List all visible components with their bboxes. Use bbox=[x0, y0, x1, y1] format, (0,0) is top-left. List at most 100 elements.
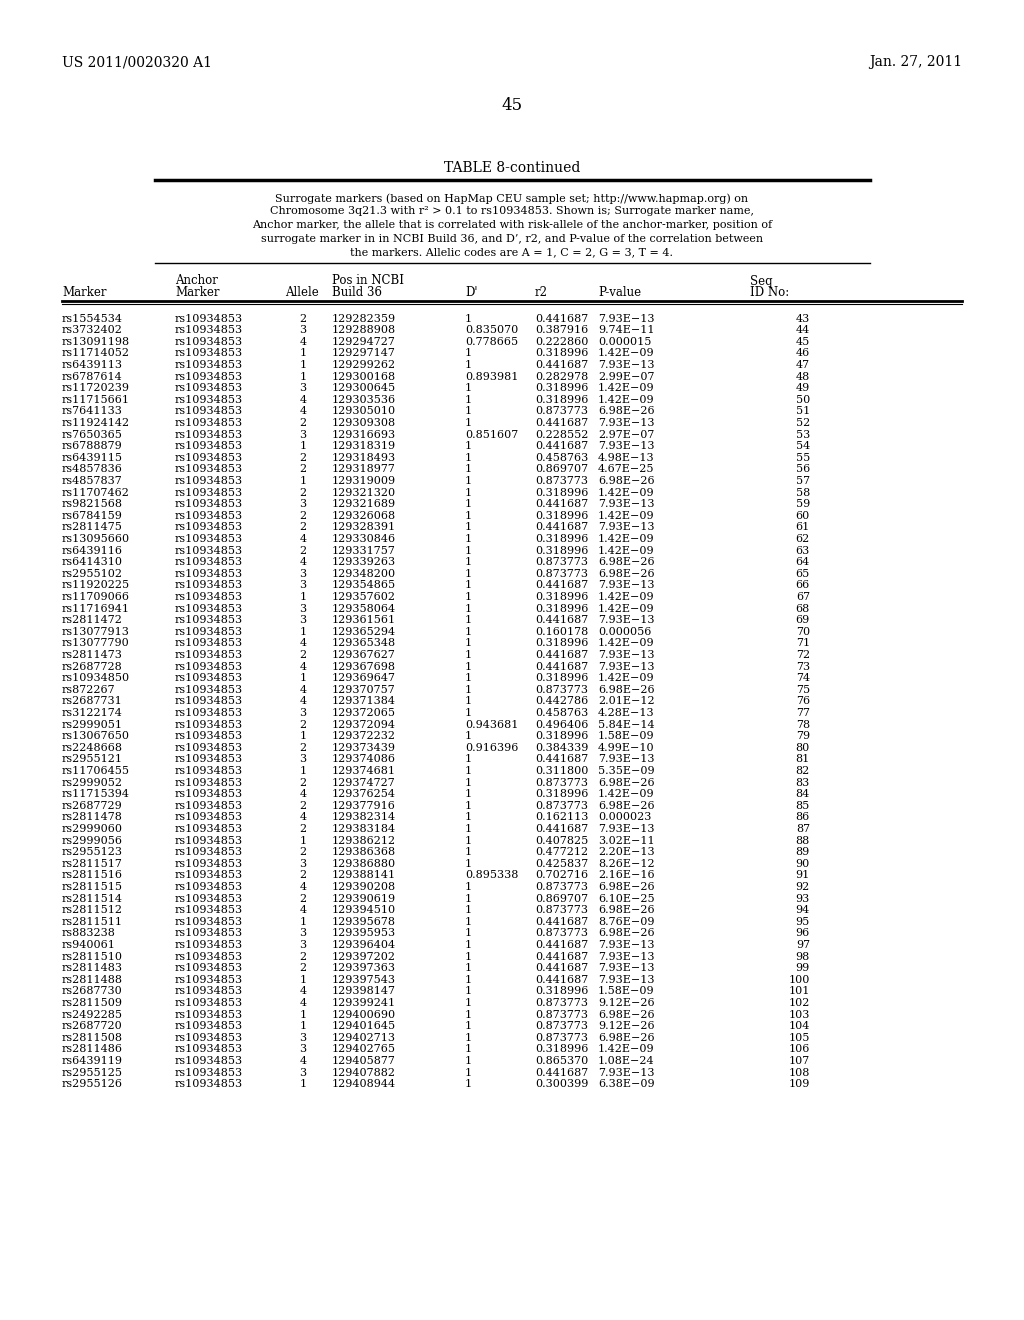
Text: rs10934853: rs10934853 bbox=[175, 533, 243, 544]
Text: 0.442786: 0.442786 bbox=[535, 697, 588, 706]
Text: 1: 1 bbox=[465, 998, 472, 1008]
Text: 83: 83 bbox=[796, 777, 810, 788]
Text: rs6414310: rs6414310 bbox=[62, 557, 123, 568]
Text: 68: 68 bbox=[796, 603, 810, 614]
Text: P-value: P-value bbox=[598, 286, 641, 300]
Text: rs10934853: rs10934853 bbox=[175, 1078, 243, 1089]
Text: rs883238: rs883238 bbox=[62, 928, 116, 939]
Text: rs6784159: rs6784159 bbox=[62, 511, 123, 520]
Text: 1.42E−09: 1.42E−09 bbox=[598, 487, 654, 498]
Text: 0.441687: 0.441687 bbox=[535, 523, 588, 532]
Text: 0.873773: 0.873773 bbox=[535, 685, 588, 694]
Text: 0.000015: 0.000015 bbox=[598, 337, 651, 347]
Text: 2: 2 bbox=[299, 487, 306, 498]
Text: 2: 2 bbox=[299, 777, 306, 788]
Text: 0.441687: 0.441687 bbox=[535, 964, 588, 973]
Text: 6.98E−26: 6.98E−26 bbox=[598, 407, 654, 416]
Text: rs872267: rs872267 bbox=[62, 685, 116, 694]
Text: 7.93E−13: 7.93E−13 bbox=[598, 952, 654, 961]
Text: 3: 3 bbox=[299, 1068, 306, 1077]
Text: 1: 1 bbox=[465, 859, 472, 869]
Text: 129401645: 129401645 bbox=[332, 1022, 396, 1031]
Text: 7.93E−13: 7.93E−13 bbox=[598, 661, 654, 672]
Text: 7.93E−13: 7.93E−13 bbox=[598, 1068, 654, 1077]
Text: Marker: Marker bbox=[175, 286, 219, 300]
Text: 1: 1 bbox=[465, 557, 472, 568]
Text: 129408944: 129408944 bbox=[332, 1078, 396, 1089]
Text: 129282359: 129282359 bbox=[332, 314, 396, 323]
Text: 1.08E−24: 1.08E−24 bbox=[598, 1056, 654, 1067]
Text: rs2811486: rs2811486 bbox=[62, 1044, 123, 1055]
Text: 0.943681: 0.943681 bbox=[465, 719, 518, 730]
Text: 1: 1 bbox=[465, 916, 472, 927]
Text: 94: 94 bbox=[796, 906, 810, 915]
Text: 87: 87 bbox=[796, 824, 810, 834]
Text: 1: 1 bbox=[299, 371, 306, 381]
Text: 65: 65 bbox=[796, 569, 810, 578]
Text: rs10934853: rs10934853 bbox=[175, 603, 243, 614]
Text: rs11920225: rs11920225 bbox=[62, 581, 130, 590]
Text: 7.93E−13: 7.93E−13 bbox=[598, 360, 654, 370]
Text: rs2811483: rs2811483 bbox=[62, 964, 123, 973]
Text: rs2811508: rs2811508 bbox=[62, 1032, 123, 1043]
Text: rs2811478: rs2811478 bbox=[62, 812, 123, 822]
Text: rs2999052: rs2999052 bbox=[62, 777, 123, 788]
Text: rs11715661: rs11715661 bbox=[62, 395, 130, 405]
Text: 0.873773: 0.873773 bbox=[535, 557, 588, 568]
Text: 2: 2 bbox=[299, 649, 306, 660]
Text: 0.228552: 0.228552 bbox=[535, 429, 589, 440]
Text: rs10934853: rs10934853 bbox=[175, 708, 243, 718]
Text: 1: 1 bbox=[299, 477, 306, 486]
Text: 1: 1 bbox=[465, 906, 472, 915]
Text: rs6439116: rs6439116 bbox=[62, 545, 123, 556]
Text: 4.67E−25: 4.67E−25 bbox=[598, 465, 654, 474]
Text: 1.58E−09: 1.58E−09 bbox=[598, 731, 654, 741]
Text: rs10934853: rs10934853 bbox=[175, 569, 243, 578]
Text: 129374086: 129374086 bbox=[332, 754, 396, 764]
Text: 1: 1 bbox=[465, 1032, 472, 1043]
Text: 129303536: 129303536 bbox=[332, 395, 396, 405]
Text: 129374681: 129374681 bbox=[332, 766, 396, 776]
Text: 129400690: 129400690 bbox=[332, 1010, 396, 1019]
Text: 0.865370: 0.865370 bbox=[535, 1056, 588, 1067]
Text: surrogate marker in in NCBI Build 36, and D’, r2, and P-value of the correlation: surrogate marker in in NCBI Build 36, an… bbox=[261, 234, 763, 243]
Text: 1: 1 bbox=[465, 465, 472, 474]
Text: 0.387916: 0.387916 bbox=[535, 325, 588, 335]
Text: rs2687730: rs2687730 bbox=[62, 986, 123, 997]
Text: 129367627: 129367627 bbox=[332, 649, 396, 660]
Text: 5.84E−14: 5.84E−14 bbox=[598, 719, 654, 730]
Text: 2: 2 bbox=[299, 952, 306, 961]
Text: 2: 2 bbox=[299, 964, 306, 973]
Text: rs10934853: rs10934853 bbox=[175, 429, 243, 440]
Text: 129321689: 129321689 bbox=[332, 499, 396, 510]
Text: rs2687728: rs2687728 bbox=[62, 661, 123, 672]
Text: 1: 1 bbox=[299, 1078, 306, 1089]
Text: 1: 1 bbox=[465, 499, 472, 510]
Text: 1: 1 bbox=[299, 360, 306, 370]
Text: 4: 4 bbox=[299, 337, 306, 347]
Text: 3: 3 bbox=[299, 581, 306, 590]
Text: 1: 1 bbox=[465, 952, 472, 961]
Text: 1: 1 bbox=[465, 314, 472, 323]
Text: 0.477212: 0.477212 bbox=[535, 847, 588, 857]
Text: 71: 71 bbox=[796, 639, 810, 648]
Text: 1: 1 bbox=[465, 523, 472, 532]
Text: 105: 105 bbox=[788, 1032, 810, 1043]
Text: 9.12E−26: 9.12E−26 bbox=[598, 1022, 654, 1031]
Text: rs10934853: rs10934853 bbox=[175, 777, 243, 788]
Text: 129294727: 129294727 bbox=[332, 337, 396, 347]
Text: 89: 89 bbox=[796, 847, 810, 857]
Text: 47: 47 bbox=[796, 360, 810, 370]
Text: rs11924142: rs11924142 bbox=[62, 418, 130, 428]
Text: rs10934853: rs10934853 bbox=[175, 348, 243, 358]
Text: 103: 103 bbox=[788, 1010, 810, 1019]
Text: 1: 1 bbox=[465, 649, 472, 660]
Text: 0.893981: 0.893981 bbox=[465, 371, 518, 381]
Text: 7.93E−13: 7.93E−13 bbox=[598, 824, 654, 834]
Text: r2: r2 bbox=[535, 286, 548, 300]
Text: 2: 2 bbox=[299, 545, 306, 556]
Text: Marker: Marker bbox=[62, 286, 106, 300]
Text: 1.42E−09: 1.42E−09 bbox=[598, 383, 654, 393]
Text: 0.318996: 0.318996 bbox=[535, 511, 589, 520]
Text: 3: 3 bbox=[299, 708, 306, 718]
